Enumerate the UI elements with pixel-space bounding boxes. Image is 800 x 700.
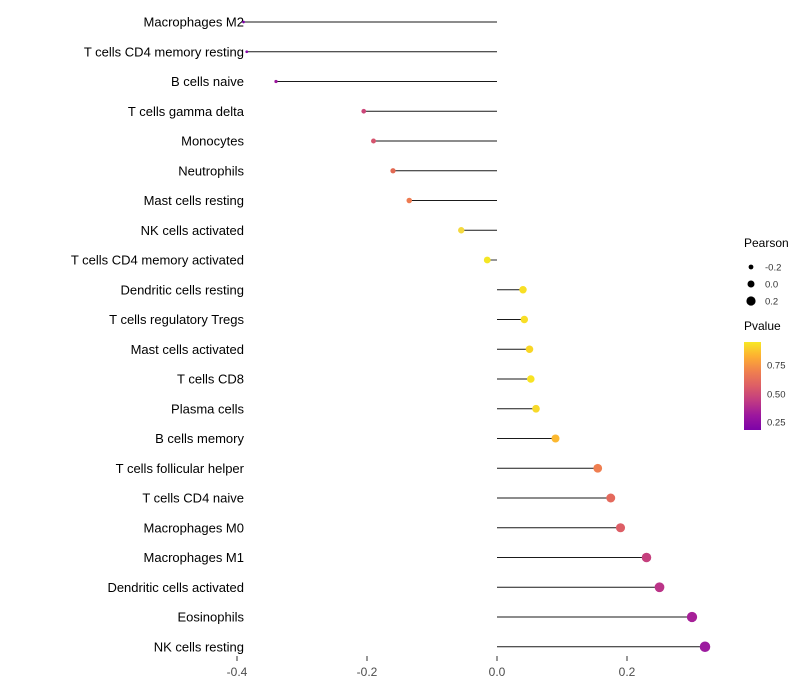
lollipop-dot (532, 404, 540, 413)
legend-size-title: Pearson (744, 236, 789, 250)
lollipop-dot (686, 611, 698, 623)
row-label: Monocytes (181, 134, 244, 149)
legend-color-tick-label: 0.75 (767, 361, 786, 372)
lollipop-dot (371, 138, 376, 144)
row-label: NK cells activated (141, 223, 244, 238)
legend-color-tick-label: 0.50 (767, 390, 786, 401)
lollipop-dot (274, 79, 278, 84)
lollipop-dot (551, 434, 560, 443)
legend-color-title: Pvalue (744, 319, 781, 333)
lollipop-dot (406, 197, 413, 204)
row-label: Neutrophils (178, 163, 244, 178)
lollipop-dot (615, 523, 626, 533)
legend-size-tick-label: 0.2 (765, 297, 778, 308)
row-label: T cells regulatory Tregs (109, 312, 244, 327)
lollipop-dot (483, 256, 491, 264)
row-label: Dendritic cells resting (120, 282, 244, 297)
lollipop-dot (245, 50, 249, 54)
row-label: T cells follicular helper (116, 461, 245, 476)
x-axis-tick-label: 0.0 (489, 665, 506, 679)
legend-size-dot (748, 264, 754, 270)
row-label: Mast cells activated (131, 342, 244, 357)
row-label: T cells CD4 naive (142, 491, 244, 506)
lollipop-dot (699, 641, 711, 653)
row-label: NK cells resting (154, 639, 244, 654)
row-label: B cells naive (171, 74, 244, 89)
legend-size-dot (747, 280, 755, 288)
row-label: Macrophages M1 (144, 550, 244, 565)
lollipop-dot (654, 582, 665, 593)
legend-size-tick-label: 0.0 (765, 280, 778, 291)
row-label: Mast cells resting (144, 193, 244, 208)
lollipop-dot (458, 227, 465, 234)
lollipop-dot (361, 108, 367, 114)
lollipop-dot (242, 20, 245, 24)
row-label: T cells CD8 (177, 372, 244, 387)
row-label: T cells CD4 memory activated (71, 253, 244, 268)
x-axis-tick-label: 0.2 (619, 665, 636, 679)
legend-color-tick-label: 0.25 (767, 418, 786, 429)
row-label: B cells memory (155, 431, 244, 446)
lollipop-dot (525, 345, 534, 354)
lollipop-dot (390, 168, 396, 174)
x-axis-tick-label: -0.4 (227, 665, 248, 679)
legend-size-tick-label: -0.2 (765, 263, 781, 274)
x-axis-tick-label: -0.2 (357, 665, 378, 679)
lollipop-dot (527, 375, 535, 383)
row-label: Macrophages M2 (144, 15, 244, 30)
legend-size-dot (746, 296, 756, 306)
lollipop-dot (641, 552, 652, 563)
row-label: Dendritic cells activated (107, 580, 244, 595)
lollipop-dot (520, 315, 529, 324)
lollipop-dot (606, 493, 616, 503)
legend-color-gradient-bar (744, 342, 761, 430)
row-label: T cells CD4 memory resting (84, 44, 244, 59)
row-label: Eosinophils (178, 610, 245, 625)
row-label: T cells gamma delta (128, 104, 245, 119)
lollipop-dot (593, 463, 603, 473)
row-label: Macrophages M0 (144, 520, 244, 535)
row-label: Plasma cells (171, 401, 244, 416)
lollipop-dot (519, 286, 527, 294)
